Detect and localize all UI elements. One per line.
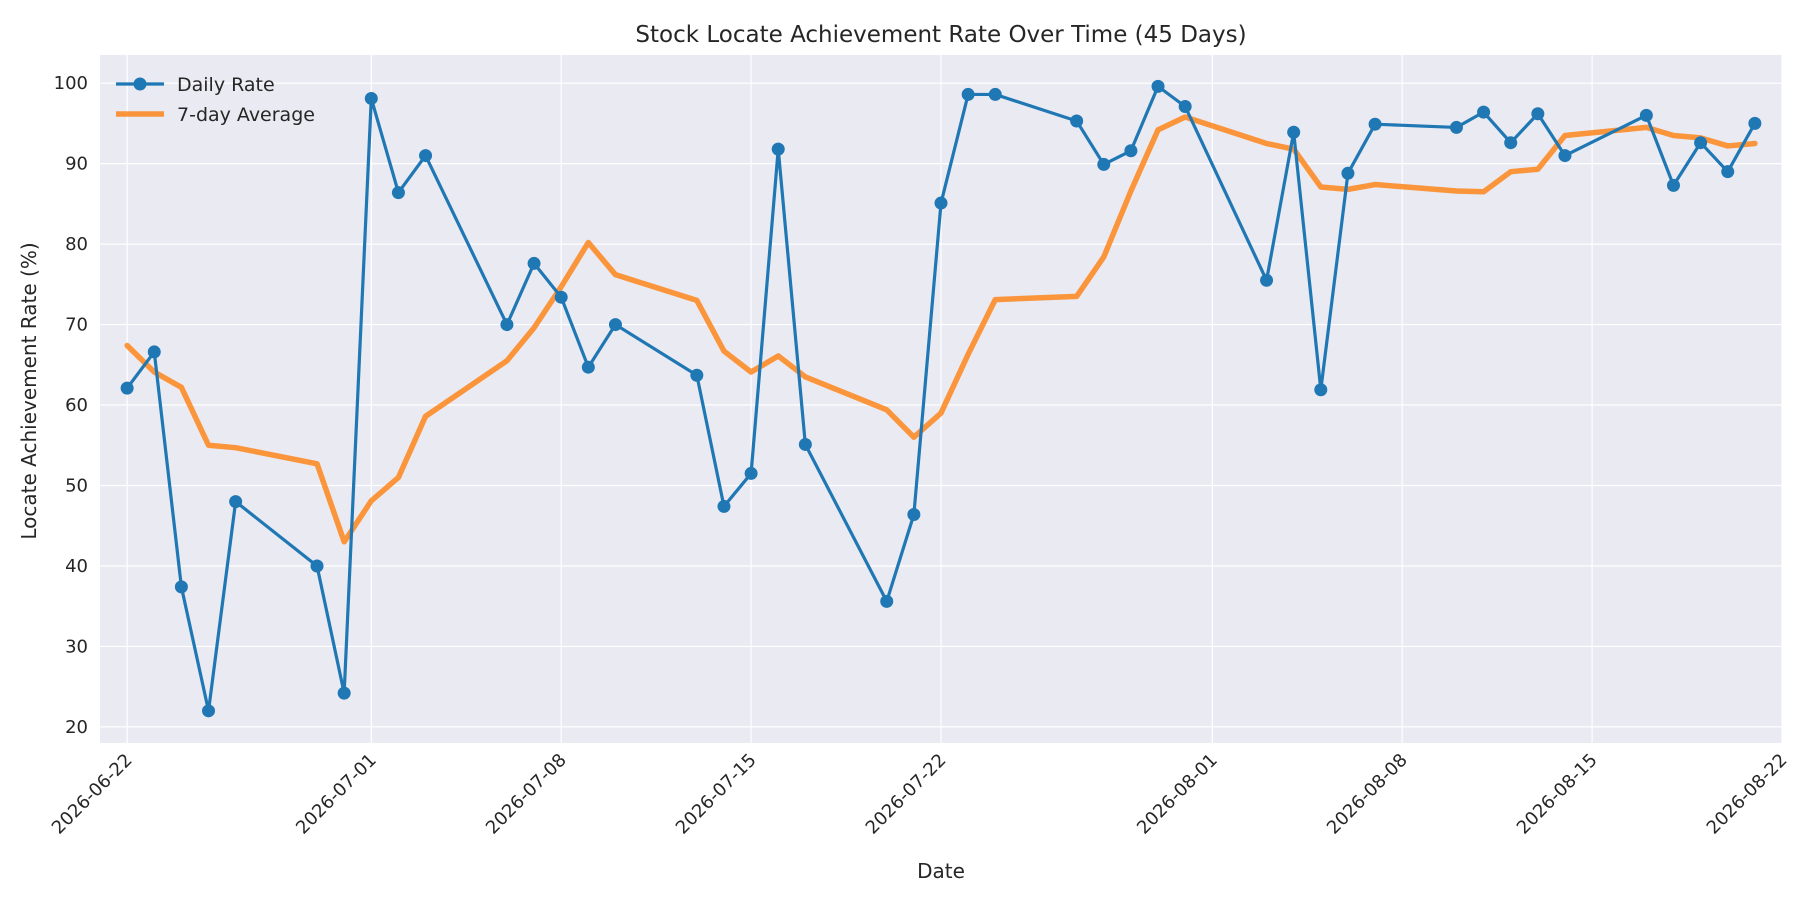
daily-point	[1314, 383, 1328, 397]
daily-series	[120, 79, 1762, 718]
daily-point	[554, 290, 568, 304]
average-line	[124, 114, 1758, 545]
daily-point	[1558, 149, 1572, 163]
x-tick-label: 2026-07-01	[292, 750, 381, 839]
grid-lines	[100, 55, 1783, 743]
y-tick-label: 60	[65, 395, 88, 416]
y-axis-ticks: 20 30 40 50 60 70 80 90 100	[54, 73, 88, 738]
average-series	[124, 114, 1758, 545]
daily-point	[1504, 136, 1518, 150]
daily-point	[1178, 99, 1192, 113]
daily-point	[391, 186, 405, 200]
daily-point	[798, 437, 812, 451]
daily-point	[961, 87, 975, 101]
y-tick-label: 100	[54, 73, 88, 94]
daily-point	[717, 499, 731, 513]
daily-point	[337, 686, 351, 700]
daily-point	[1260, 273, 1274, 287]
daily-point	[174, 580, 188, 594]
daily-point	[120, 381, 134, 395]
legend-daily-label: Daily Rate	[177, 74, 275, 96]
legend-average-label: 7-day Average	[177, 104, 315, 126]
daily-point	[880, 594, 894, 608]
y-tick-label: 40	[65, 556, 88, 577]
daily-point	[690, 368, 704, 382]
legend: Daily Rate 7-day Average	[116, 74, 315, 126]
daily-point	[1341, 166, 1355, 180]
daily-point	[1694, 136, 1708, 150]
daily-point	[1639, 108, 1653, 122]
x-tick-label: 2026-08-22	[1703, 750, 1792, 839]
daily-point	[1287, 125, 1301, 139]
daily-point	[1070, 114, 1084, 128]
x-tick-label: 2026-06-22	[48, 750, 137, 839]
x-tick-label: 2026-08-08	[1323, 750, 1412, 839]
x-tick-label: 2026-07-08	[482, 750, 571, 839]
daily-point	[147, 345, 161, 359]
x-tick-label: 2026-07-22	[862, 750, 951, 839]
y-tick-label: 30	[65, 636, 88, 657]
daily-point	[581, 360, 595, 374]
y-tick-label: 90	[65, 154, 88, 175]
y-tick-label: 20	[65, 717, 88, 738]
daily-point	[608, 318, 622, 332]
legend-daily-marker-icon	[133, 77, 147, 91]
daily-point	[1721, 165, 1735, 179]
daily-point	[500, 318, 514, 332]
daily-point	[364, 91, 378, 105]
daily-point	[1124, 144, 1138, 158]
daily-point	[1477, 105, 1491, 119]
y-tick-label: 50	[65, 476, 88, 497]
x-axis-ticks: 2026-06-22 2026-07-01 2026-07-08 2026-07-15…	[48, 750, 1792, 839]
daily-point	[1531, 107, 1545, 121]
daily-point	[229, 495, 243, 509]
daily-point	[419, 149, 433, 163]
x-tick-label: 2026-07-15	[672, 750, 761, 839]
chart-title: Stock Locate Achievement Rate Over Time …	[635, 22, 1246, 48]
daily-point	[988, 87, 1002, 101]
y-axis-title: Locate Achievement Rate (%)	[17, 242, 41, 539]
daily-point	[1449, 120, 1463, 134]
daily-point	[1151, 79, 1165, 93]
x-tick-label: 2026-08-15	[1513, 750, 1602, 839]
x-axis-title: Date	[917, 859, 965, 883]
daily-point	[310, 559, 324, 573]
daily-point	[202, 704, 216, 718]
daily-point	[744, 466, 758, 480]
daily-point	[1748, 116, 1762, 130]
daily-point	[1666, 178, 1680, 192]
y-tick-label: 70	[65, 315, 88, 336]
daily-point	[907, 507, 921, 521]
daily-point	[1368, 117, 1382, 131]
y-tick-label: 80	[65, 234, 88, 255]
daily-point	[771, 142, 785, 156]
daily-point	[934, 196, 948, 210]
x-tick-label: 2026-08-01	[1133, 750, 1222, 839]
daily-point	[1097, 157, 1111, 171]
daily-point	[527, 256, 541, 270]
